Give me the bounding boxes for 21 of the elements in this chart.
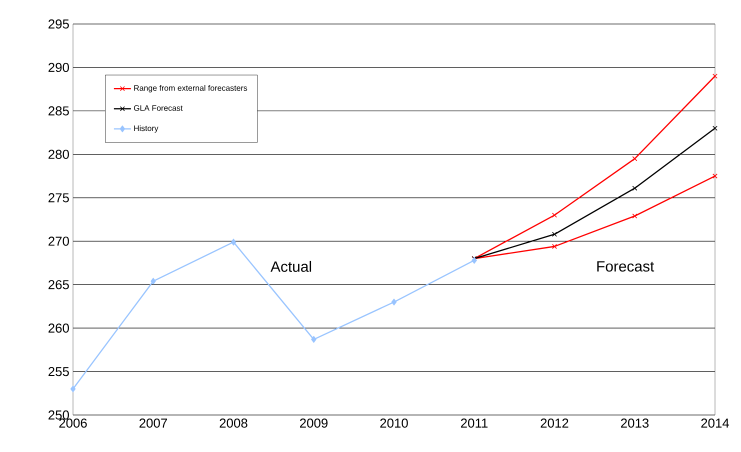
x-tick-label: 2008 bbox=[220, 418, 248, 428]
x-tick-label: 2007 bbox=[140, 418, 167, 428]
y-tick-label: 255 bbox=[48, 366, 69, 376]
y-tick-label: 280 bbox=[48, 150, 69, 159]
y-tick-label: 270 bbox=[48, 236, 69, 246]
y-tick-label: 290 bbox=[48, 62, 69, 72]
y-tick-label: 285 bbox=[48, 106, 69, 116]
y-tick-label: 250 bbox=[48, 410, 69, 420]
y-tick-label: 260 bbox=[48, 324, 69, 333]
x-tick-label: 2009 bbox=[300, 418, 328, 428]
x-tick-label: 2013 bbox=[621, 418, 649, 428]
y-tick-label: 275 bbox=[48, 193, 69, 202]
x-tick-label: 2006 bbox=[59, 418, 87, 428]
annotation: Actual bbox=[270, 260, 312, 272]
annotation: Forecast bbox=[597, 261, 654, 272]
x-tick-label: 2010 bbox=[380, 418, 408, 428]
x-tick-label: 2012 bbox=[540, 418, 568, 428]
y-tick-label: 265 bbox=[48, 280, 69, 290]
x-tick-label: 2011 bbox=[460, 418, 488, 428]
y-tick-label: 295 bbox=[48, 19, 69, 29]
x-tick-label: 2014 bbox=[701, 418, 730, 428]
